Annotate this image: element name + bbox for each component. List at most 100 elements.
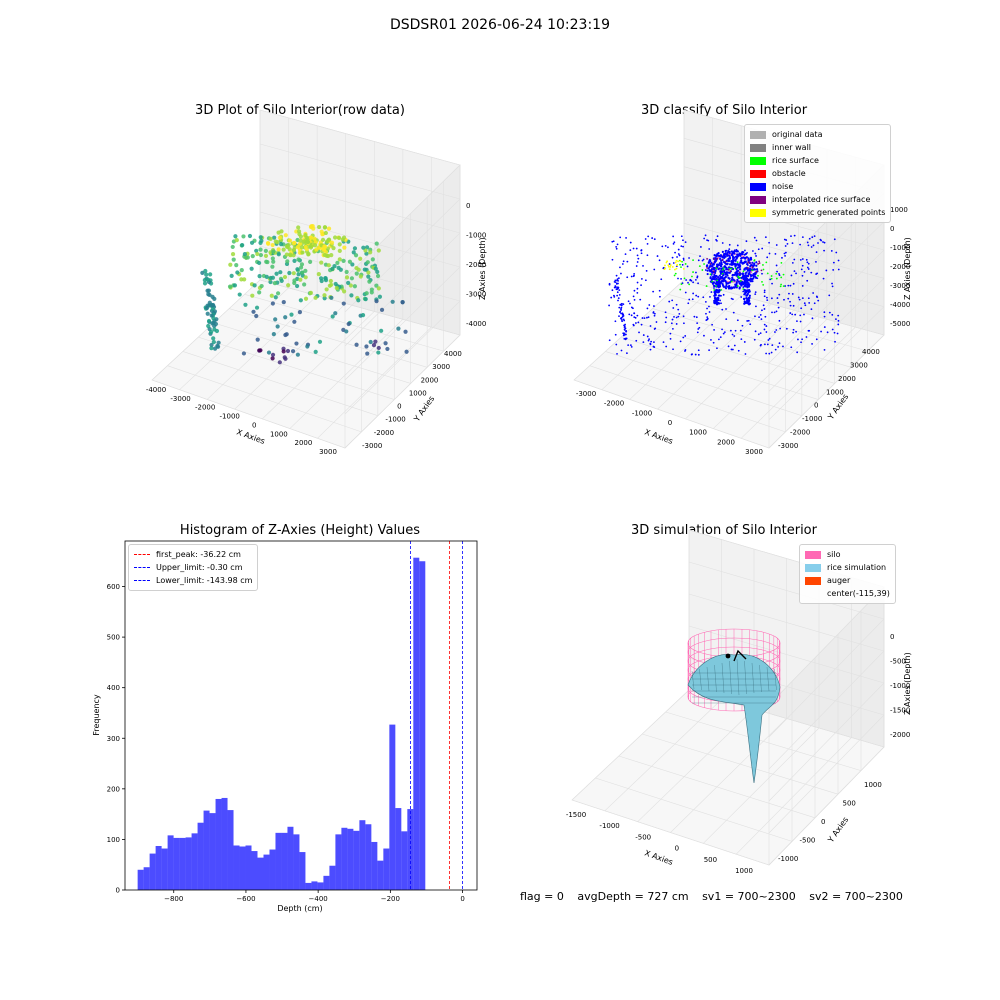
tick-label: -1000	[802, 415, 822, 423]
histogram-bar	[335, 834, 342, 890]
data-point	[747, 259, 750, 262]
data-point	[646, 316, 648, 319]
tick-label: 300	[107, 735, 120, 743]
data-point	[324, 287, 329, 292]
data-point	[748, 278, 752, 281]
data-point	[746, 269, 750, 272]
tick-label: -3000	[362, 442, 382, 450]
tick-label: 0	[814, 402, 818, 410]
data-point	[697, 349, 700, 352]
data-point	[762, 283, 765, 286]
data-point	[716, 279, 719, 282]
data-point	[777, 306, 780, 309]
data-point	[717, 338, 720, 341]
data-point	[770, 297, 773, 300]
data-point	[622, 318, 625, 321]
data-point	[300, 250, 305, 255]
tick-label: −400	[309, 895, 328, 903]
data-point	[298, 238, 303, 243]
data-point	[708, 349, 710, 352]
legend-swatch	[750, 169, 766, 178]
histogram-bar	[365, 824, 372, 890]
grid-line	[213, 322, 411, 384]
data-point	[292, 240, 297, 246]
data-point	[636, 314, 639, 317]
data-point	[662, 341, 665, 344]
legend-label: interpolated rice surface	[772, 195, 871, 204]
data-point	[803, 313, 805, 316]
data-point	[817, 242, 819, 244]
mesh-line	[759, 664, 762, 693]
data-point	[270, 256, 275, 261]
tick-label: -4000	[146, 386, 166, 394]
data-point	[611, 240, 614, 243]
histogram-bar	[209, 813, 216, 890]
data-point	[252, 283, 257, 288]
grid-line	[670, 718, 787, 833]
data-point	[322, 244, 327, 249]
data-point	[270, 264, 275, 269]
histogram-bar	[203, 810, 210, 890]
data-point	[810, 246, 813, 248]
data-point	[615, 282, 618, 285]
data-point	[834, 340, 836, 343]
histogram-bar	[371, 841, 378, 890]
data-point	[305, 344, 310, 349]
data-point	[746, 320, 749, 322]
classify-x-ticks: -3000 -2000 -1000 0 1000 2000 3000	[576, 390, 763, 456]
data-point	[754, 330, 757, 333]
data-point	[746, 262, 749, 266]
legend-label: center(-115,39)	[827, 589, 890, 598]
grid-line	[182, 351, 378, 416]
tick-label: 4000	[444, 350, 462, 358]
data-point	[730, 267, 733, 270]
data-point	[778, 272, 780, 275]
grid-line	[735, 737, 852, 855]
legend-label: inner wall	[772, 143, 812, 152]
data-point	[257, 274, 262, 279]
data-point	[751, 266, 754, 269]
data-point	[270, 301, 275, 306]
simulation-z-ticks: 0 -500 -1000 -1500 -2000	[890, 633, 910, 739]
classify-legend: original data inner wall rice surface obsta…	[744, 124, 892, 223]
data-point	[277, 360, 282, 365]
data-point	[708, 305, 710, 308]
tick-label: -500	[800, 837, 816, 845]
tick-label: -1000	[890, 244, 910, 252]
data-point	[300, 270, 305, 275]
data-point	[254, 313, 259, 319]
data-point	[736, 285, 739, 287]
data-point	[792, 282, 795, 285]
data-point	[206, 323, 211, 329]
data-point	[801, 297, 804, 300]
data-point	[331, 246, 336, 251]
data-point	[764, 236, 767, 239]
data-point	[636, 261, 639, 263]
data-point	[625, 333, 627, 336]
data-point	[765, 352, 768, 355]
data-point	[375, 273, 381, 279]
data-point	[373, 339, 378, 344]
data-point	[761, 272, 763, 275]
data-point	[202, 281, 208, 286]
data-point	[295, 245, 300, 250]
data-point	[361, 245, 366, 250]
data-point	[801, 264, 804, 267]
data-point	[752, 272, 755, 276]
data-point	[403, 329, 408, 334]
data-point	[680, 266, 682, 268]
data-point	[396, 326, 401, 331]
classify-z-ticks: 1000 0 -1000 -2000 -3000 -4000 -5000	[890, 206, 910, 328]
data-point	[211, 336, 216, 341]
data-point	[620, 312, 622, 315]
data-point	[807, 268, 810, 270]
data-point	[767, 339, 770, 341]
legend-entry: noise	[750, 180, 885, 193]
histogram-bar	[419, 561, 426, 890]
data-point	[832, 269, 835, 271]
data-point	[697, 259, 700, 262]
data-point	[636, 291, 639, 294]
data-point	[719, 257, 722, 261]
data-point	[754, 276, 758, 279]
data-point	[730, 348, 733, 351]
